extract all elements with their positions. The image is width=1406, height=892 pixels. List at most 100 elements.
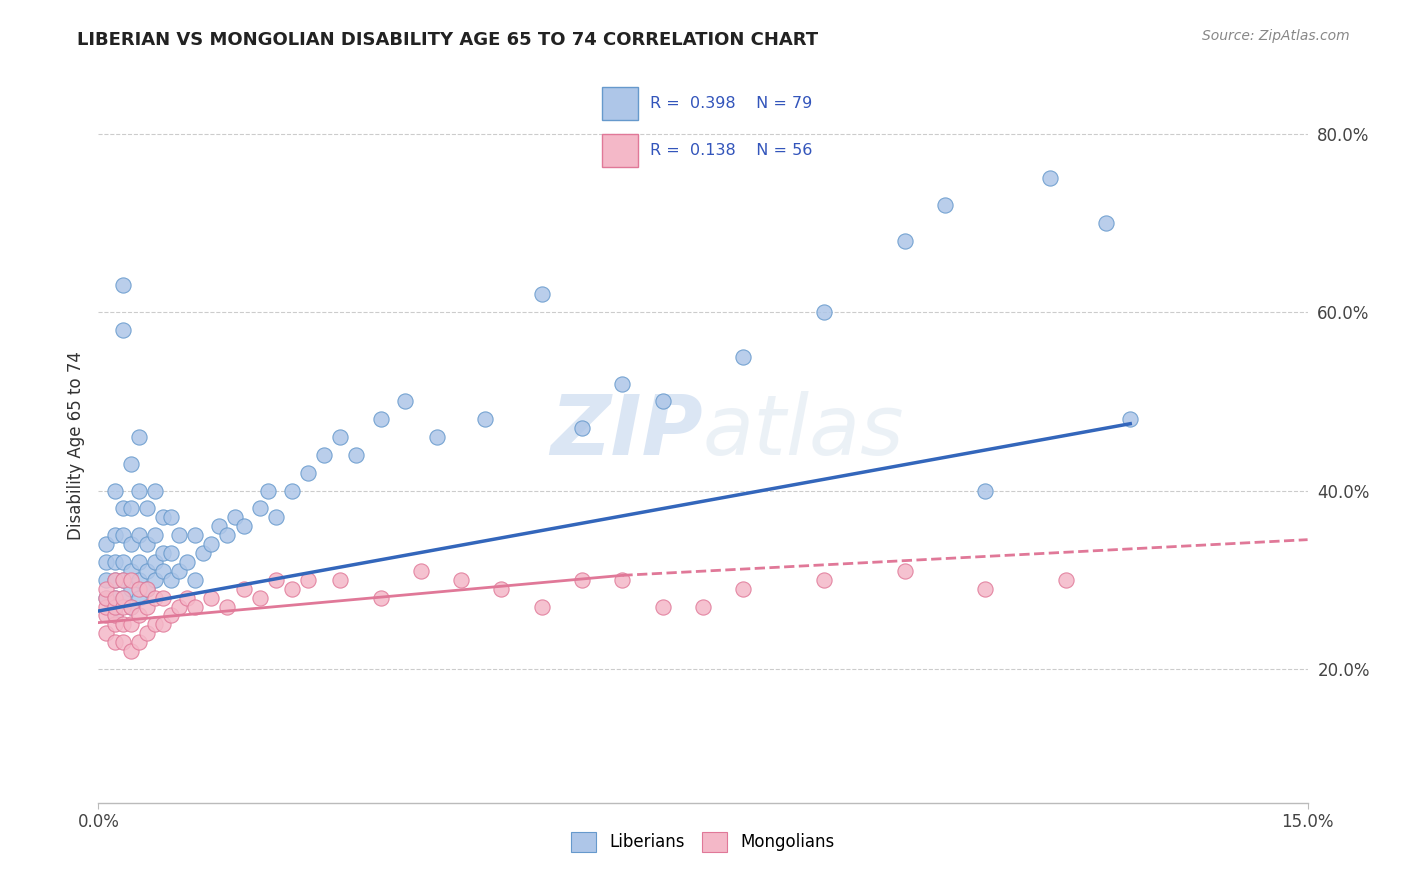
Point: [96, 626, 118, 640]
Point: [176, 555, 198, 569]
Point: [249, 591, 271, 605]
Point: [200, 537, 222, 551]
Point: [128, 608, 150, 623]
Point: [184, 528, 207, 542]
Point: [120, 599, 142, 614]
Point: [96, 582, 118, 596]
Point: [96, 591, 118, 605]
Point: [135, 582, 157, 596]
Point: [184, 599, 207, 614]
Point: [167, 564, 190, 578]
Point: [103, 591, 125, 605]
Point: [143, 555, 166, 569]
Point: [297, 573, 319, 587]
Point: [103, 591, 125, 605]
Point: [135, 626, 157, 640]
Point: [143, 528, 166, 542]
Point: [329, 573, 352, 587]
Point: [103, 608, 125, 623]
Point: [974, 483, 997, 498]
Point: [120, 582, 142, 596]
Point: [733, 350, 755, 364]
Text: R =  0.398    N = 79: R = 0.398 N = 79: [650, 96, 811, 112]
Point: [612, 573, 634, 587]
Point: [264, 510, 287, 524]
Point: [893, 564, 915, 578]
Text: ZIP: ZIP: [550, 392, 703, 472]
Point: [111, 599, 134, 614]
Point: [135, 501, 157, 516]
Point: [111, 555, 134, 569]
Point: [893, 234, 915, 248]
Point: [120, 599, 142, 614]
Point: [135, 564, 157, 578]
Point: [135, 599, 157, 614]
Point: [111, 501, 134, 516]
Point: [128, 555, 150, 569]
Point: [160, 510, 183, 524]
Point: [612, 376, 634, 391]
Point: [160, 608, 183, 623]
Point: [530, 287, 553, 301]
Point: [1119, 412, 1142, 426]
Point: [96, 599, 118, 614]
Point: [160, 573, 183, 587]
Point: [217, 599, 239, 614]
Point: [120, 617, 142, 632]
Point: [344, 448, 367, 462]
Point: [571, 421, 593, 435]
Point: [651, 394, 673, 409]
Point: [813, 305, 835, 319]
Point: [111, 278, 134, 293]
Point: [96, 537, 118, 551]
Point: [128, 430, 150, 444]
Point: [974, 582, 997, 596]
Point: [143, 591, 166, 605]
Point: [200, 591, 222, 605]
Point: [152, 617, 174, 632]
Point: [152, 510, 174, 524]
Point: [111, 573, 134, 587]
Text: Source: ZipAtlas.com: Source: ZipAtlas.com: [1202, 29, 1350, 43]
Point: [281, 483, 304, 498]
Point: [491, 582, 513, 596]
Point: [120, 564, 142, 578]
Point: [733, 582, 755, 596]
Point: [111, 528, 134, 542]
Point: [143, 573, 166, 587]
Point: [103, 483, 125, 498]
Point: [571, 573, 593, 587]
Point: [128, 573, 150, 587]
Point: [120, 457, 142, 471]
Point: [232, 519, 254, 533]
Point: [103, 528, 125, 542]
Point: [256, 483, 278, 498]
Legend: Liberians, Mongolians: Liberians, Mongolians: [565, 825, 841, 859]
Point: [143, 617, 166, 632]
Point: [96, 591, 118, 605]
Point: [1095, 216, 1118, 230]
Point: [111, 635, 134, 649]
Point: [103, 599, 125, 614]
Point: [1054, 573, 1077, 587]
Point: [135, 582, 157, 596]
Point: [128, 483, 150, 498]
Point: [96, 573, 118, 587]
Point: [111, 573, 134, 587]
Point: [103, 573, 125, 587]
Point: [128, 528, 150, 542]
Point: [530, 599, 553, 614]
Point: [314, 448, 336, 462]
Point: [934, 198, 956, 212]
Point: [128, 635, 150, 649]
Text: R =  0.138    N = 56: R = 0.138 N = 56: [650, 143, 811, 158]
Point: [184, 573, 207, 587]
Point: [160, 546, 183, 560]
Point: [450, 573, 472, 587]
Point: [103, 573, 125, 587]
Point: [426, 430, 449, 444]
FancyBboxPatch shape: [602, 87, 638, 120]
Point: [224, 510, 246, 524]
FancyBboxPatch shape: [602, 134, 638, 168]
Point: [167, 599, 190, 614]
